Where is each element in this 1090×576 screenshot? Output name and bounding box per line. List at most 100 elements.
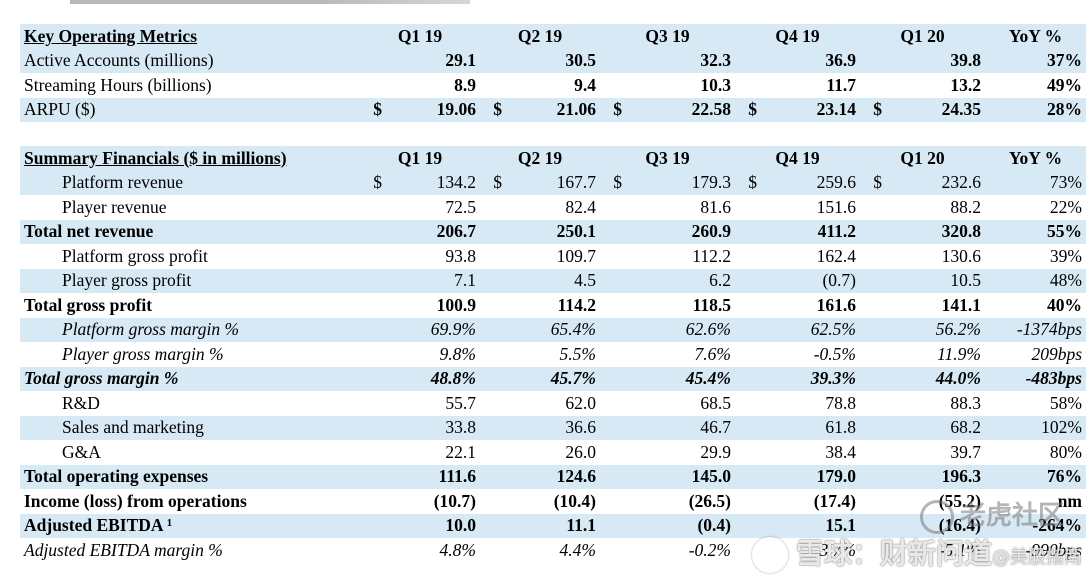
quarter-header: Q3 19	[600, 24, 735, 49]
cell-value: 141.1	[941, 294, 981, 315]
cell-value: 22.1	[445, 441, 476, 462]
cell-value: 11.1	[510, 513, 600, 538]
cell-value: 65.4%	[510, 317, 600, 342]
cell-value: -0.2%	[688, 539, 731, 560]
currency-symbol: $	[360, 170, 390, 195]
cell-value: 88.3	[950, 392, 981, 413]
empty-cell	[735, 513, 765, 538]
key-metrics-header-row: Key Operating Metrics Q1 19 Q2 19 Q3 19 …	[20, 24, 1086, 49]
cell-value: 8.9	[454, 74, 476, 95]
row-label: Player revenue	[62, 196, 167, 217]
cell-value: 56.2%	[890, 317, 985, 342]
cell-value: 260.9	[630, 219, 735, 244]
empty-cell	[600, 513, 630, 538]
empty-cell	[735, 366, 765, 391]
empty-cell	[860, 317, 890, 342]
cell-value: 124.6	[510, 464, 600, 489]
cell-value: 29.1	[390, 48, 480, 73]
empty-cell	[360, 342, 390, 367]
cell-value: 81.6	[700, 196, 731, 217]
tiger-logo-icon	[920, 499, 954, 534]
cell-value: (0.7)	[765, 268, 860, 293]
empty-cell	[860, 440, 890, 465]
empty-cell	[360, 489, 390, 514]
yoy-value: -1374bps	[985, 317, 1086, 342]
cell-value: 22.58	[630, 97, 735, 122]
table-row: Platform revenue $134.2 $167.7 $179.3 $259.6…	[20, 170, 1086, 195]
table-row: Total operating expenses 111.6 124.6 145.0 1…	[20, 464, 1086, 489]
yoy-value: 37%	[985, 48, 1086, 73]
row-label: Total gross profit	[24, 294, 153, 315]
table-row: Active Accounts (millions) 29.1 30.5 32.…	[20, 48, 1086, 73]
row-label: Player gross margin %	[62, 343, 224, 364]
yoy-value: 39%	[1049, 245, 1082, 266]
empty-cell	[360, 440, 390, 465]
cell-value: 4.8%	[439, 539, 476, 560]
cell-value: -5.1%	[938, 539, 981, 560]
watermark-text: 老虎社区	[960, 501, 1065, 531]
table-row: Player gross margin % 9.8% 5.5% 7.6% -0.5% 11…	[20, 342, 1086, 367]
empty-cell	[600, 440, 630, 465]
yoy-header: YoY %	[985, 24, 1086, 49]
cell-value: 45.7%	[510, 366, 600, 391]
empty-cell	[360, 195, 390, 220]
yoy-value: 22%	[1049, 196, 1082, 217]
cell-value: 15.1	[765, 513, 860, 538]
empty-cell	[480, 317, 510, 342]
empty-cell	[860, 415, 890, 440]
quarter-header: Q1 20	[860, 146, 985, 171]
empty-cell	[480, 366, 510, 391]
empty-cell	[735, 219, 765, 244]
empty-cell	[600, 415, 630, 440]
currency-symbol: $	[600, 170, 630, 195]
empty-cell	[480, 293, 510, 318]
cell-value: 112.2	[692, 245, 731, 266]
cell-value: 4.5	[510, 268, 600, 293]
cell-value: 24.35	[890, 97, 985, 122]
cell-value: 93.8	[445, 245, 476, 266]
cell-value: 10.5	[890, 268, 985, 293]
quarter-header: Q4 19	[735, 146, 860, 171]
yoy-value: 73%	[985, 170, 1086, 195]
yoy-value: 209bps	[1031, 343, 1082, 364]
cell-value: 179.0	[765, 464, 860, 489]
quarter-header: Q1 20	[860, 24, 985, 49]
empty-cell	[360, 317, 390, 342]
empty-cell	[600, 293, 630, 318]
empty-cell	[480, 391, 510, 416]
row-label: Streaming Hours (billions)	[24, 74, 212, 95]
cell-value: 26.0	[565, 441, 596, 462]
cell-value: 46.7	[630, 415, 735, 440]
table-row: Income (loss) from operations (10.7) (10.4…	[20, 489, 1086, 514]
empty-cell	[735, 244, 765, 269]
cell-value: 100.9	[436, 294, 476, 315]
yoy-value: 58%	[1049, 392, 1082, 413]
empty-cell	[600, 489, 630, 514]
quarter-header: Q1 19	[360, 146, 480, 171]
cell-value: 29.9	[700, 441, 731, 462]
empty-cell	[600, 538, 630, 563]
summary-header-row: Summary Financials ($ in millions) Q1 19…	[20, 146, 1086, 171]
cell-value: (10.7)	[433, 490, 476, 511]
cell-value: 62.5%	[765, 317, 860, 342]
empty-cell	[735, 440, 765, 465]
yoy-value: 76%	[985, 464, 1086, 489]
quarter-header: Q4 19	[735, 24, 860, 49]
watermark-handle: @美股指南	[992, 547, 1083, 568]
yoy-header: YoY %	[985, 146, 1086, 171]
table-row: Player gross profit 7.1 4.5 6.2 (0.7) 10.5 48%	[20, 268, 1086, 293]
cell-value: 88.2	[950, 196, 981, 217]
row-label: Total operating expenses	[20, 464, 360, 489]
currency-symbol: $	[600, 97, 630, 122]
empty-cell	[480, 415, 510, 440]
cell-value: 9.4	[574, 74, 596, 95]
yoy-value: 40%	[1047, 294, 1082, 315]
empty-cell	[735, 415, 765, 440]
cell-value: 68.2	[890, 415, 985, 440]
row-label: Sales and marketing	[20, 415, 360, 440]
empty-cell	[360, 244, 390, 269]
empty-cell	[735, 391, 765, 416]
cell-value: 411.2	[765, 219, 860, 244]
empty-cell	[360, 391, 390, 416]
table-row: Adjusted EBITDA margin % 4.8% 4.4% -0.2% 3.7…	[20, 538, 1086, 563]
